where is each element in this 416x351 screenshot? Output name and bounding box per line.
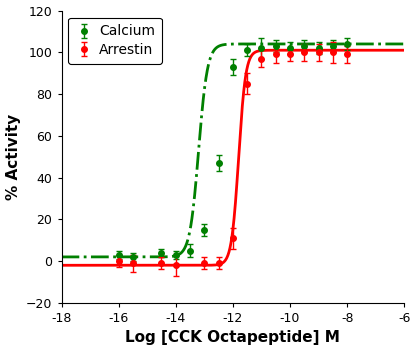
Legend: Calcium, Arrestin: Calcium, Arrestin xyxy=(69,18,162,64)
Y-axis label: % Activity: % Activity xyxy=(5,114,20,200)
X-axis label: Log [CCK Octapeptide] M: Log [CCK Octapeptide] M xyxy=(126,330,340,345)
